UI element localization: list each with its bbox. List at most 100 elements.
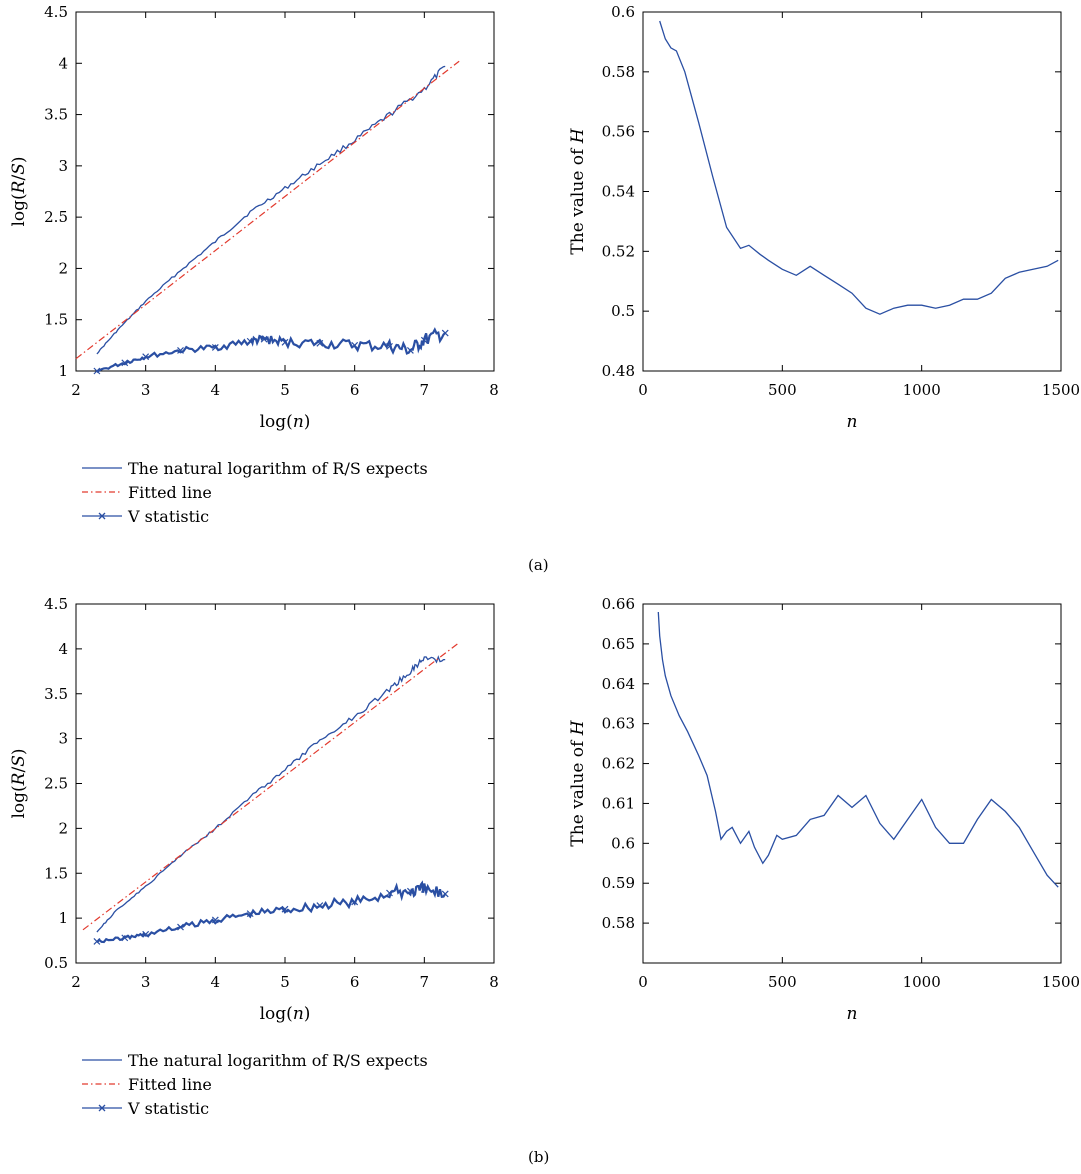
x-axis-label: n bbox=[847, 1004, 858, 1024]
v-statistic-marker bbox=[420, 336, 428, 344]
y-tick-label: 0.65 bbox=[602, 635, 635, 653]
y-tick-label: 0.59 bbox=[602, 874, 635, 892]
y-tick-label: 1.5 bbox=[44, 864, 68, 882]
x-tick-label: 8 bbox=[489, 973, 499, 991]
v-statistic-marker bbox=[177, 923, 184, 931]
rs-line bbox=[96, 65, 446, 355]
y-tick-label: 0.61 bbox=[602, 794, 635, 812]
x-tick-label: 4 bbox=[211, 973, 221, 991]
y-tick-label: 3 bbox=[58, 730, 68, 748]
v-statistic-marker bbox=[406, 347, 414, 354]
v-statistic-marker bbox=[246, 337, 254, 345]
x-tick-label: 1000 bbox=[903, 381, 941, 399]
v-statistic-marker bbox=[121, 934, 129, 942]
y-tick-label: 4.5 bbox=[44, 595, 68, 613]
chart-b-right: 0 500 1000 1500 0.58 0.59 0.6 0.61 0.62 0.63 0.64 0… bbox=[568, 595, 1080, 1024]
y-tick-label: 1 bbox=[58, 362, 68, 380]
legend-label-rs: The natural logarithm of R/S expects bbox=[128, 1050, 428, 1070]
y-tick-label: 3 bbox=[58, 157, 68, 175]
x-tick-label: 7 bbox=[420, 973, 430, 991]
x-axis-label: log(n) bbox=[260, 1004, 311, 1024]
y-tick-label: 0.56 bbox=[602, 123, 635, 141]
y-tick-label: 3.5 bbox=[44, 106, 68, 124]
x-tick-label: 7 bbox=[420, 381, 430, 399]
x-tick-label: 1500 bbox=[1042, 973, 1080, 991]
v-statistic-marker bbox=[441, 329, 449, 337]
y-tick-label: 1.5 bbox=[44, 311, 68, 329]
y-axis-label: The value of H bbox=[568, 127, 588, 254]
y-tick-label: 0.64 bbox=[602, 675, 635, 693]
v-statistic-marker bbox=[386, 342, 393, 350]
legend-label-fitted: Fitted line bbox=[128, 482, 212, 502]
legend-line-icon bbox=[82, 1059, 122, 1061]
v-statistic-marker bbox=[246, 910, 254, 918]
h-value-line bbox=[659, 20, 1059, 315]
x-tick-label: 500 bbox=[768, 973, 797, 991]
legend-cross-icon bbox=[82, 512, 122, 520]
y-tick-label: 2 bbox=[58, 819, 68, 837]
x-tick-label: 4 bbox=[211, 381, 221, 399]
x-tick-label: 500 bbox=[768, 381, 797, 399]
y-tick-label: 3.5 bbox=[44, 685, 68, 703]
v-statistic-line bbox=[96, 880, 447, 944]
legend-a: The natural logarithm of R/S expects Fit… bbox=[82, 456, 428, 528]
y-axis-label: log(R/S) bbox=[9, 748, 29, 818]
h-value-line bbox=[657, 611, 1059, 888]
x-tick-label: 6 bbox=[350, 973, 360, 991]
x-tick-label: 2 bbox=[71, 381, 81, 399]
y-tick-label: 2.5 bbox=[44, 208, 68, 226]
y-tick-label: 0.62 bbox=[602, 755, 635, 773]
y-tick-label: 0.63 bbox=[602, 715, 635, 733]
v-statistic-marker bbox=[420, 885, 428, 893]
y-tick-label: 0.6 bbox=[611, 834, 635, 852]
chart-b-left: 2 3 4 5 6 7 8 0.5 1 1.5 2 2.5 3 3.5 4 4.5 log(n) log(R/S) bbox=[9, 595, 499, 1024]
legend-item-fitted: Fitted line bbox=[82, 1072, 428, 1096]
y-tick-label: 0.6 bbox=[611, 3, 635, 21]
v-statistic-marker bbox=[93, 938, 101, 945]
v-statistic-marker bbox=[441, 890, 449, 898]
x-axis-label: log(n) bbox=[260, 412, 311, 432]
plot-frame bbox=[75, 11, 495, 372]
fitted-line bbox=[75, 60, 460, 360]
legend-label-v: V statistic bbox=[128, 1098, 210, 1118]
v-statistic-marker bbox=[316, 902, 324, 909]
x-tick-label: 5 bbox=[280, 381, 290, 399]
fitted-line bbox=[82, 642, 460, 931]
v-statistic-marker bbox=[351, 898, 359, 906]
v-statistic-marker bbox=[177, 347, 184, 354]
plot-frame bbox=[642, 603, 1062, 964]
y-tick-label: 0.5 bbox=[44, 954, 68, 972]
y-tick-label: 0.54 bbox=[602, 183, 635, 201]
v-statistic-marker bbox=[406, 887, 414, 895]
legend-cross-icon bbox=[82, 1104, 122, 1112]
y-tick-label: 0.5 bbox=[611, 302, 635, 320]
rs-line bbox=[96, 655, 446, 933]
chart-a-right: 0 500 1000 1500 0.48 0.5 0.52 0.54 0.56 0.58 0.6 n T… bbox=[568, 3, 1080, 432]
x-tick-label: 3 bbox=[141, 381, 151, 399]
caption-b: (b) bbox=[528, 1148, 550, 1166]
v-statistic-marker bbox=[281, 338, 289, 346]
x-tick-label: 0 bbox=[638, 381, 648, 399]
chart-a-left: 2 3 4 5 6 7 8 1 1.5 2 2.5 3 3.5 4 4.5 log(n) log(R/S) bbox=[9, 3, 499, 432]
y-tick-label: 1 bbox=[58, 909, 68, 927]
v-statistic-marker bbox=[316, 339, 324, 347]
v-statistic-marker bbox=[121, 359, 129, 367]
legend-item-rs: The natural logarithm of R/S expects bbox=[82, 1048, 428, 1072]
legend-item-v: V statistic bbox=[82, 504, 428, 528]
legend-label-v: V statistic bbox=[128, 506, 210, 526]
x-axis-label: n bbox=[847, 412, 858, 432]
v-statistic-marker bbox=[260, 335, 268, 343]
v-statistic-marker bbox=[211, 916, 219, 924]
legend-line-icon bbox=[82, 467, 122, 469]
y-tick-label: 4 bbox=[58, 640, 68, 658]
legend-b: The natural logarithm of R/S expects Fit… bbox=[82, 1048, 428, 1120]
v-statistic-marker bbox=[93, 367, 101, 375]
x-tick-label: 8 bbox=[489, 381, 499, 399]
x-tick-label: 3 bbox=[141, 973, 151, 991]
v-statistic-marker bbox=[211, 343, 219, 351]
y-tick-label: 0.58 bbox=[602, 63, 635, 81]
y-tick-label: 4.5 bbox=[44, 3, 68, 21]
y-tick-label: 0.48 bbox=[602, 362, 635, 380]
v-statistic-line bbox=[96, 327, 446, 374]
